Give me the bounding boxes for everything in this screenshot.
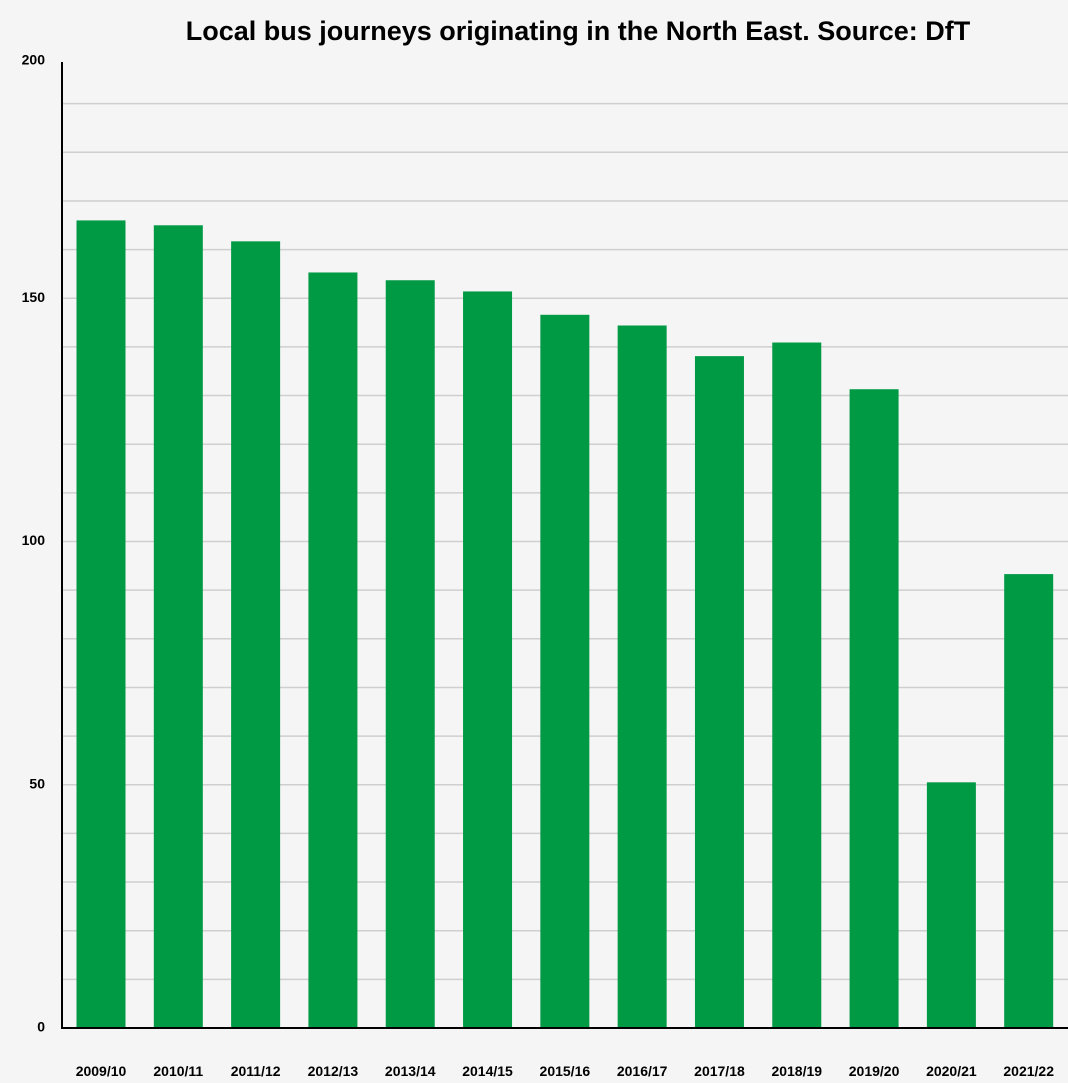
- x-tick-label: 2017/18: [694, 1063, 745, 1079]
- bar: [694, 356, 744, 1028]
- x-tick-label: 2009/10: [76, 1063, 127, 1079]
- bar: [617, 325, 667, 1028]
- x-tick-label: 2021/22: [1003, 1063, 1054, 1079]
- bar: [231, 241, 281, 1028]
- bar: [463, 291, 513, 1028]
- bar: [153, 225, 203, 1028]
- x-tick-label: 2010/11: [153, 1063, 203, 1079]
- x-tick-label: 2011/12: [231, 1063, 281, 1079]
- x-tick-labels: 2009/10 2010/11 2011/12 2012/13 2013/14 2014/…: [76, 1063, 1055, 1079]
- x-tick-label: 2016/17: [617, 1063, 668, 1079]
- x-tick-label: 2014/15: [462, 1063, 513, 1079]
- bar: [76, 220, 126, 1028]
- y-tick-label: 150: [22, 289, 46, 305]
- x-tick-label: 2015/16: [540, 1063, 591, 1079]
- x-tick-label: 2019/20: [849, 1063, 900, 1079]
- bar: [385, 280, 435, 1028]
- y-tick-labels: 0 50 100 150 200: [22, 52, 46, 1035]
- y-tick-label: 50: [29, 775, 45, 791]
- x-tick-label: 2012/13: [308, 1063, 359, 1079]
- bars: [76, 220, 1054, 1029]
- bar: [772, 342, 822, 1028]
- y-tick-label: 200: [22, 52, 46, 68]
- y-tick-label: 100: [22, 532, 46, 548]
- bar: [540, 314, 590, 1028]
- bar: [308, 272, 358, 1029]
- bar: [926, 782, 976, 1028]
- x-tick-label: 2020/21: [926, 1063, 977, 1079]
- chart-title: Local bus journeys originating in the No…: [186, 16, 971, 46]
- x-tick-label: 2018/19: [771, 1063, 822, 1079]
- y-tick-label: 0: [37, 1019, 45, 1035]
- bar: [849, 389, 899, 1029]
- bar: [1004, 574, 1054, 1028]
- x-tick-label: 2013/14: [385, 1063, 436, 1079]
- axes: [61, 62, 1068, 1029]
